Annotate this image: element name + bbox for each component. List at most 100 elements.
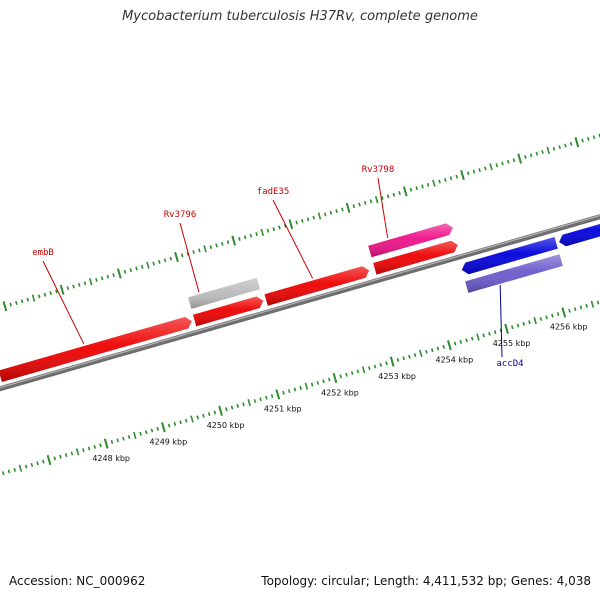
inner-ruler-tick	[590, 300, 595, 308]
outer-ruler-tick	[438, 179, 441, 184]
outer-ruler-tick	[278, 225, 281, 230]
outer-ruler-tick	[301, 218, 304, 223]
inner-ruler-tick	[539, 317, 543, 321]
inner-ruler-tick	[556, 312, 560, 317]
inner-ruler-tick	[18, 464, 23, 472]
label-leader-line	[499, 284, 503, 358]
inner-ruler-tick	[413, 353, 417, 358]
outer-ruler-tick	[345, 202, 351, 213]
outer-ruler-tick	[517, 153, 523, 164]
scale-tick-label: 4253 kbp	[378, 372, 416, 381]
scale-tick-label: 4254 kbp	[435, 356, 473, 365]
outer-ruler-tick	[426, 182, 430, 187]
inner-ruler-tick	[356, 369, 360, 374]
gene-label-embB: embB	[32, 248, 54, 258]
length-label: Length:	[373, 574, 420, 588]
outer-ruler-tick	[587, 136, 590, 141]
inner-ruler-tick	[265, 395, 268, 400]
label-leader-line	[179, 222, 200, 293]
inner-ruler-tick	[316, 380, 320, 385]
inner-ruler-tick	[339, 374, 342, 379]
outer-ruler-tick	[243, 235, 247, 240]
separator: ;	[502, 574, 508, 588]
outer-ruler-tick	[569, 141, 573, 146]
inner-ruler-tick	[156, 426, 159, 431]
gene-gloss	[193, 296, 264, 327]
gene-gloss	[0, 317, 192, 382]
inner-ruler-tick	[7, 469, 11, 474]
inner-ruler-tick	[1, 471, 5, 476]
outer-ruler-tick	[220, 241, 224, 246]
outer-ruler-tick	[512, 158, 516, 163]
inner-ruler-tick	[275, 389, 281, 400]
topology-value: circular	[321, 574, 366, 588]
inner-ruler-tick	[99, 443, 102, 448]
outer-ruler-tick	[478, 168, 481, 173]
inner-ruler-tick	[218, 405, 223, 416]
inner-ruler	[1, 300, 600, 476]
inner-ruler-tick	[504, 323, 509, 334]
backbone-line	[0, 214, 600, 392]
inner-ruler-tick	[419, 349, 423, 358]
outer-ruler-tick	[266, 228, 270, 233]
inner-ruler-tick	[42, 459, 45, 464]
inner-ruler-tick	[453, 341, 457, 346]
outer-ruler-tick	[26, 297, 30, 302]
outer-ruler-tick	[529, 153, 533, 158]
outer-ruler-tick	[415, 186, 418, 191]
outer-ruler-tick	[374, 196, 379, 204]
scale-tick-labels: 4248 kbp 4249 kbp 4250 kbp 4251 kbp 4252 kbp…	[92, 323, 587, 463]
outer-ruler-tick	[123, 269, 127, 274]
inner-ruler-tick	[368, 366, 371, 371]
outer-ruler-tick	[341, 207, 344, 212]
outer-ruler-tick	[15, 300, 18, 305]
inner-ruler-tick	[247, 399, 251, 407]
inner-ruler-tick	[436, 346, 440, 351]
inner-ruler-tick	[103, 438, 109, 449]
page-title: Mycobacterium tuberculosis H37Rv, comple…	[122, 9, 478, 24]
topology-label: Topology:	[261, 574, 318, 588]
accession-value: NC_000962	[76, 574, 146, 588]
outer-ruler-tick	[444, 177, 447, 182]
inner-ruler-tick	[24, 464, 28, 469]
outer-ruler-tick	[558, 145, 561, 150]
inner-ruler-tick	[202, 413, 205, 418]
outer-ruler-tick	[472, 169, 476, 174]
outer-ruler-tick	[59, 284, 65, 295]
inner-ruler-tick	[150, 428, 154, 433]
outer-ruler-tick	[398, 191, 401, 196]
outer-ruler-tick	[506, 159, 510, 164]
gene-labels: embB Rv3796 fadE35 Rv3798 accD4	[32, 165, 523, 369]
inner-ruler-tick	[516, 323, 520, 328]
genome-stats-footer: Topology: circular; Length: 4,411,532 bp…	[261, 574, 591, 588]
outer-ruler-tick	[83, 281, 87, 286]
outer-ruler-tick	[135, 266, 138, 271]
inner-ruler-tick	[545, 315, 548, 320]
inner-ruler-tick	[476, 333, 480, 341]
gene-label-fadE35: fadE35	[257, 187, 290, 197]
outer-ruler-tick	[564, 143, 567, 148]
gene-features	[0, 223, 600, 382]
inner-ruler-tick	[173, 421, 177, 426]
inner-ruler-tick	[561, 307, 567, 318]
inner-ruler-tick	[511, 325, 514, 330]
outer-ruler-tick	[95, 278, 98, 282]
outer-ruler-tick	[158, 259, 161, 264]
inner-ruler-tick	[442, 344, 445, 349]
scale-tick-label: 4256 kbp	[550, 323, 588, 332]
outer-ruler-tick	[363, 200, 367, 205]
outer-ruler-tick	[358, 202, 361, 207]
inner-ruler-tick	[127, 435, 131, 440]
outer-ruler-tick	[37, 294, 41, 299]
outer-ruler-tick	[541, 150, 544, 155]
gene-gloss	[368, 223, 453, 258]
outer-ruler-tick	[9, 302, 12, 307]
inner-ruler-tick	[46, 454, 52, 466]
label-leader-line	[42, 260, 85, 345]
outer-ruler-tick	[546, 146, 551, 155]
outer-ruler-tick	[592, 135, 596, 140]
inner-ruler-tick	[122, 436, 125, 441]
separator: ;	[365, 574, 370, 588]
outer-ruler-tick	[209, 245, 213, 250]
outer-ruler-tick	[203, 245, 207, 253]
